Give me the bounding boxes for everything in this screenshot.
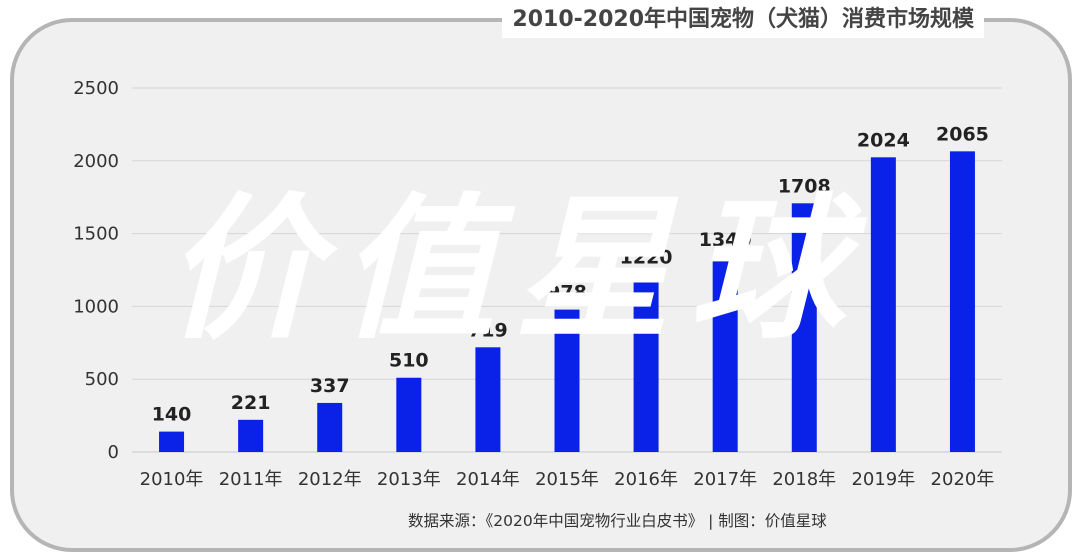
y-tick-label: 2500 [73,78,119,99]
bar-2018年 [791,203,817,452]
y-tick-label: 2000 [73,151,119,172]
y-tick-label: 1000 [73,296,119,317]
data-label: 719 [468,319,508,341]
data-label: 1220 [620,246,673,268]
data-label: 1708 [778,175,831,197]
bar-2015年 [554,309,580,452]
data-label: 510 [389,350,429,372]
y-axis-ticks: 0 500 1000 1500 2000 2500 [73,78,119,463]
bar-2020年 [949,151,975,452]
x-tick-label: 2011年 [219,469,283,490]
data-label: 140 [152,404,192,426]
bar-2016年 [633,274,659,452]
y-tick-label: 1500 [73,224,119,245]
x-tick-label: 2017年 [693,469,757,490]
bar-2019年 [870,157,896,452]
bar-2013年 [396,377,422,452]
data-label: 2024 [857,129,910,151]
bar-2010年 [159,431,185,452]
bar-2014年 [475,347,501,452]
x-tick-label: 2015年 [535,469,599,490]
x-tick-label: 2010年 [140,469,204,490]
x-tick-label: 2020年 [931,469,995,490]
bars [159,151,975,452]
chart-title: 2010-2020年中国宠物（犬猫）消费市场规模 [502,2,984,38]
data-label: 978 [547,282,587,304]
data-label: 337 [310,375,350,397]
data-labels: 140 221 337 510 719 978 1220 1340 1708 2024 2065 [152,123,989,425]
x-tick-label: 2016年 [614,469,678,490]
x-tick-label: 2014年 [456,469,520,490]
x-tick-label: 2013年 [377,469,441,490]
bar-2011年 [238,419,264,452]
y-tick-label: 0 [108,442,119,463]
x-axis-ticks: 2010年 2011年 2012年 2013年 2014年 2015年 2016年 2017年… [140,469,995,490]
x-tick-label: 2019年 [851,469,915,490]
data-label: 1340 [699,229,752,251]
data-label: 2065 [936,123,989,145]
y-tick-label: 500 [85,369,119,390]
x-tick-label: 2018年 [772,469,836,490]
x-tick-label: 2012年 [298,469,362,490]
data-label: 221 [231,392,271,414]
bar-2017年 [712,256,738,452]
source-note: 数据来源：《2020年中国宠物行业白皮书》 | 制图：价值星球 [408,512,827,530]
bar-2012年 [317,402,343,452]
